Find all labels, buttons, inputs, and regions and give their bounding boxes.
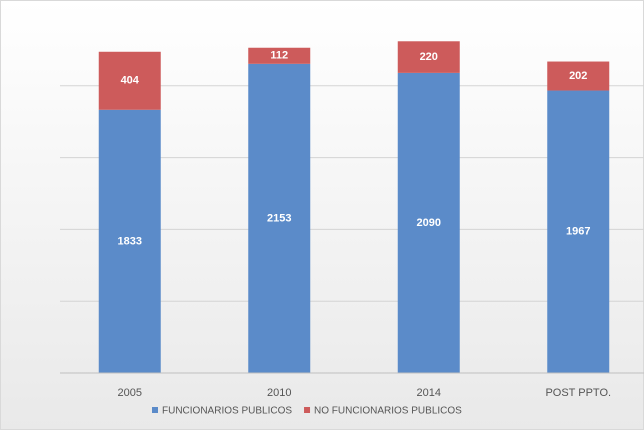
bar-segment <box>98 51 161 110</box>
bar-segment <box>397 72 460 373</box>
legend-swatch <box>304 407 311 413</box>
data-label: 2153 <box>267 212 291 224</box>
legend-label: FUNCIONARIOS PUBLICOS <box>162 406 292 417</box>
x-tick-label: 2005 <box>118 387 142 399</box>
data-label: 1833 <box>118 235 142 247</box>
data-label: 1967 <box>566 226 590 238</box>
legend-swatch <box>152 407 158 413</box>
data-label: 2090 <box>417 217 441 229</box>
bar-segment <box>547 90 610 373</box>
legend-label: NO FUNCIONARIOS PUBLICOS <box>314 406 462 417</box>
bar-segment <box>397 41 460 73</box>
x-tick-label: 2010 <box>267 387 291 399</box>
bar-segment <box>98 109 161 374</box>
data-label: 202 <box>569 70 587 82</box>
bar-segment <box>547 61 610 91</box>
data-label: 220 <box>420 51 438 63</box>
x-tick-label: 2014 <box>417 387 441 399</box>
bar-segment <box>248 63 311 374</box>
data-label: 404 <box>121 75 140 87</box>
x-tick-label: POST PPTO. <box>545 387 611 399</box>
data-label: 112 <box>270 50 288 62</box>
bar-segment <box>248 47 311 64</box>
